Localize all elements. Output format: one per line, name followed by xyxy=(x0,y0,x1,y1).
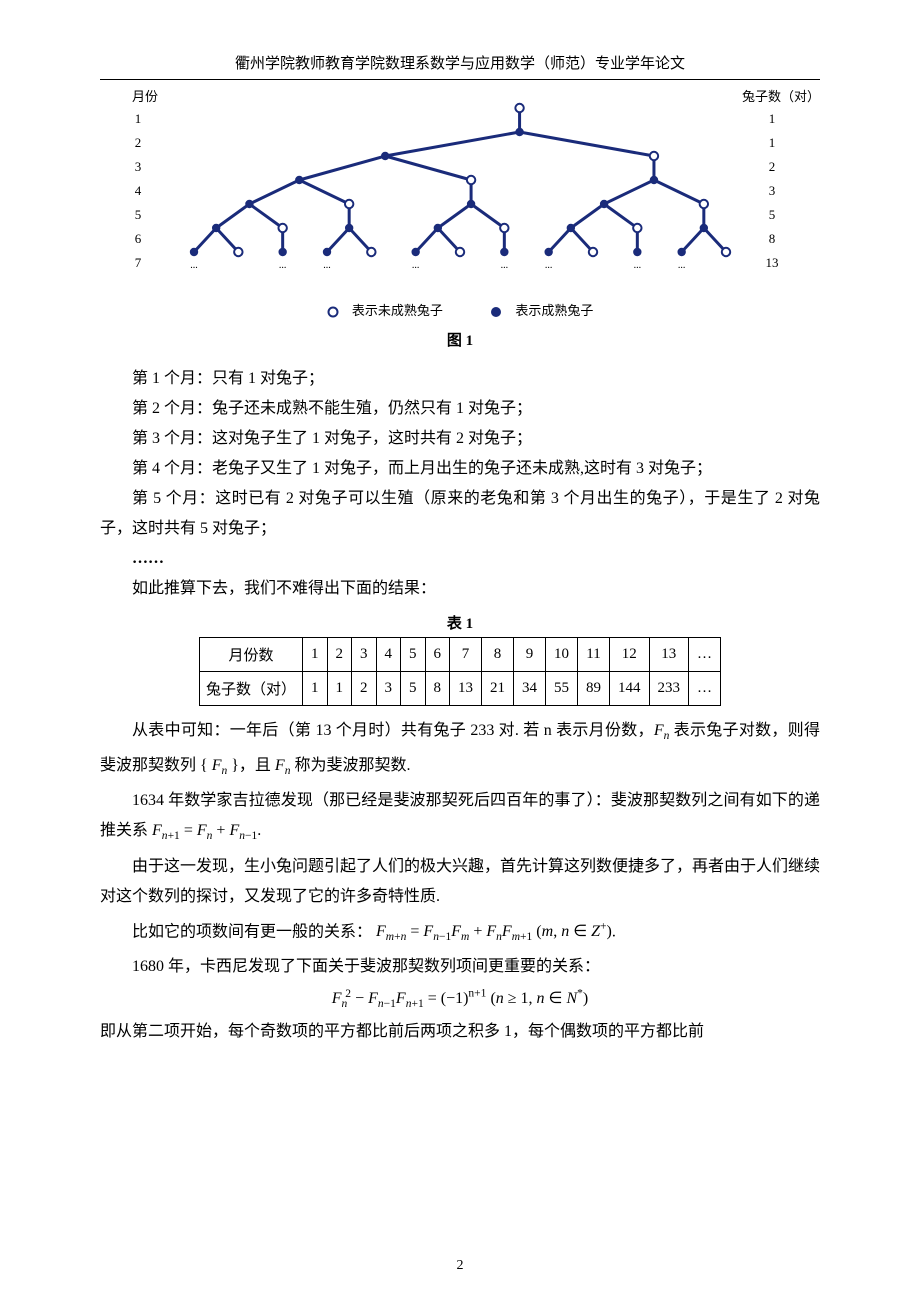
table-row: 月份数 12345678910111213… xyxy=(199,638,720,672)
figure-caption: 图 1 xyxy=(100,329,820,350)
tree-count-row: 8 xyxy=(742,227,802,251)
running-header: 衢州学院教师教育学院数理系数学与应用数学（师范）专业学年论文 xyxy=(100,52,820,80)
table-cell: 1 xyxy=(303,638,328,672)
table-cell: 6 xyxy=(425,638,450,672)
table-cell: 9 xyxy=(514,638,546,672)
svg-text:...: ... xyxy=(545,260,553,271)
math-inline: Fn xyxy=(654,722,670,739)
tree-count-row: 3 xyxy=(742,179,802,203)
text-run: 称为斐波那契数. xyxy=(290,757,410,774)
table-caption: 表 1 xyxy=(100,612,820,633)
body-paragraph: 如此推算下去，我们不难得出下面的结果： xyxy=(100,574,820,604)
table-cell: 13 xyxy=(450,672,482,706)
fibonacci-table: 月份数 12345678910111213… 兔子数（对） 1123581321… xyxy=(199,637,721,706)
body-paragraph: 第 2 个月：兔子还未成熟不能生殖，仍然只有 1 对兔子； xyxy=(100,394,820,424)
body-paragraph: 第 4 个月：老兔子又生了 1 对兔子，而上月出生的兔子还未成熟,这时有 3 对… xyxy=(100,454,820,484)
svg-text:...: ... xyxy=(678,260,686,271)
text-run: }，且 xyxy=(227,757,275,774)
table-cell: 5 xyxy=(401,672,426,706)
legend-open: 表示未成熟兔子 xyxy=(327,300,443,319)
tree-count-header: 兔子数（对） xyxy=(742,86,820,105)
filled-circle-icon xyxy=(490,306,502,318)
display-equation: Fn2 − Fn−1Fn+1 = (−1)n+1 (n ≥ 1, n ∈ N*) xyxy=(100,988,820,1011)
table-header-cell: 兔子数（对） xyxy=(199,672,302,706)
tree-month-row: 6 xyxy=(118,227,158,251)
table-cell: 2 xyxy=(352,672,377,706)
table-row: 兔子数（对） 1123581321345589144233… xyxy=(199,672,720,706)
body-paragraph: 第 5 个月：这时已有 2 对兔子可以生殖（原来的老兔和第 3 个月出生的兔子）… xyxy=(100,484,820,544)
legend-filled: 表示成熟兔子 xyxy=(490,300,593,319)
text-run: 比如它的项数间有更一般的关系： xyxy=(132,923,372,940)
tree-month-row: 2 xyxy=(118,131,158,155)
text-run: . xyxy=(257,822,261,839)
rabbit-tree-figure: 月份 1 2 3 4 5 6 7 .......................… xyxy=(100,86,820,296)
table-cell: 3 xyxy=(352,638,377,672)
tree-count-row: 1 xyxy=(742,107,802,131)
tree-count-row: 13 xyxy=(742,251,802,275)
tree-month-row: 4 xyxy=(118,179,158,203)
ellipsis: …… xyxy=(100,544,820,574)
body-paragraph: 由于这一发现，生小兔问题引起了人们的极大兴趣，首先计算这列数便捷多了，再者由于人… xyxy=(100,852,820,912)
tree-month-row: 7 xyxy=(118,251,158,275)
legend-open-text: 表示未成熟兔子 xyxy=(352,303,443,318)
tree-count-column: 兔子数（对） 1 1 2 3 5 8 13 xyxy=(742,86,820,275)
tree-count-row: 1 xyxy=(742,131,802,155)
table-cell: 8 xyxy=(425,672,450,706)
svg-text:...: ... xyxy=(279,260,287,271)
table-cell: 3 xyxy=(376,672,401,706)
page-number: 2 xyxy=(0,1258,920,1274)
svg-text:...: ... xyxy=(412,260,420,271)
table-cell: 55 xyxy=(546,672,578,706)
body-paragraph: 1680 年，卡西尼发现了下面关于斐波那契数列项间更重要的关系： xyxy=(100,952,820,982)
table-cell: 8 xyxy=(482,638,514,672)
math-inline: Fn xyxy=(275,757,291,774)
table-cell: 11 xyxy=(578,638,610,672)
body-paragraph: 第 3 个月：这对兔子生了 1 对兔子，这时共有 2 对兔子； xyxy=(100,424,820,454)
table-cell: 12 xyxy=(610,638,650,672)
body-paragraph: 1634 年数学家吉拉德发现（那已经是斐波那契死后四百年的事了）：斐波那契数列之… xyxy=(100,786,820,851)
svg-text:...: ... xyxy=(634,260,642,271)
math-inline: Fn xyxy=(212,757,228,774)
table-cell: 13 xyxy=(649,638,689,672)
table-cell: 233 xyxy=(649,672,689,706)
tree-legend: 表示未成熟兔子 表示成熟兔子 xyxy=(100,300,820,319)
table-cell: 4 xyxy=(376,638,401,672)
tree-month-column: 月份 1 2 3 4 5 6 7 xyxy=(118,86,158,275)
svg-text:...: ... xyxy=(501,260,509,271)
table-cell: 1 xyxy=(303,672,328,706)
body-paragraph: 即从第二项开始，每个奇数项的平方都比前后两项之积多 1，每个偶数项的平方都比前 xyxy=(100,1017,820,1047)
svg-text:...: ... xyxy=(190,260,198,271)
table-cell: 2 xyxy=(327,638,352,672)
tree-month-row: 1 xyxy=(118,107,158,131)
tree-month-row: 5 xyxy=(118,203,158,227)
table-header-cell: 月份数 xyxy=(199,638,302,672)
tree-month-row: 3 xyxy=(118,155,158,179)
table-cell: 5 xyxy=(401,638,426,672)
body-paragraph: 第 1 个月：只有 1 对兔子； xyxy=(100,364,820,394)
body-paragraph: 比如它的项数间有更一般的关系： Fm+n = Fn−1Fm + FnFm+1 (… xyxy=(100,912,820,953)
text-run: 从表中可知：一年后（第 13 个月时）共有兔子 233 对. 若 n 表示月份数… xyxy=(132,722,654,739)
tree-month-header: 月份 xyxy=(118,86,158,105)
legend-filled-text: 表示成熟兔子 xyxy=(515,303,593,318)
body-paragraph: 从表中可知：一年后（第 13 个月时）共有兔子 233 对. 若 n 表示月份数… xyxy=(100,716,820,786)
page: 衢州学院教师教育学院数理系数学与应用数学（师范）专业学年论文 月份 1 2 3 … xyxy=(0,0,920,1302)
table-cell: 34 xyxy=(514,672,546,706)
table-cell: 1 xyxy=(327,672,352,706)
svg-text:...: ... xyxy=(323,260,331,271)
table-cell: 7 xyxy=(450,638,482,672)
table-cell: … xyxy=(689,672,721,706)
table-cell: … xyxy=(689,638,721,672)
text-run: . xyxy=(612,923,616,940)
table-cell: 10 xyxy=(546,638,578,672)
table-cell: 21 xyxy=(482,672,514,706)
table-cell: 144 xyxy=(610,672,650,706)
open-circle-icon xyxy=(327,306,339,318)
tree-count-row: 2 xyxy=(742,155,802,179)
math-inline: Fn+1 = Fn + Fn−1 xyxy=(152,822,257,839)
tree-count-row: 5 xyxy=(742,203,802,227)
tree-svg: ........................ xyxy=(180,86,740,296)
math-inline: Fm+n = Fn−1Fm + FnFm+1 (m, n ∈ Z+) xyxy=(376,923,612,940)
table-cell: 89 xyxy=(578,672,610,706)
